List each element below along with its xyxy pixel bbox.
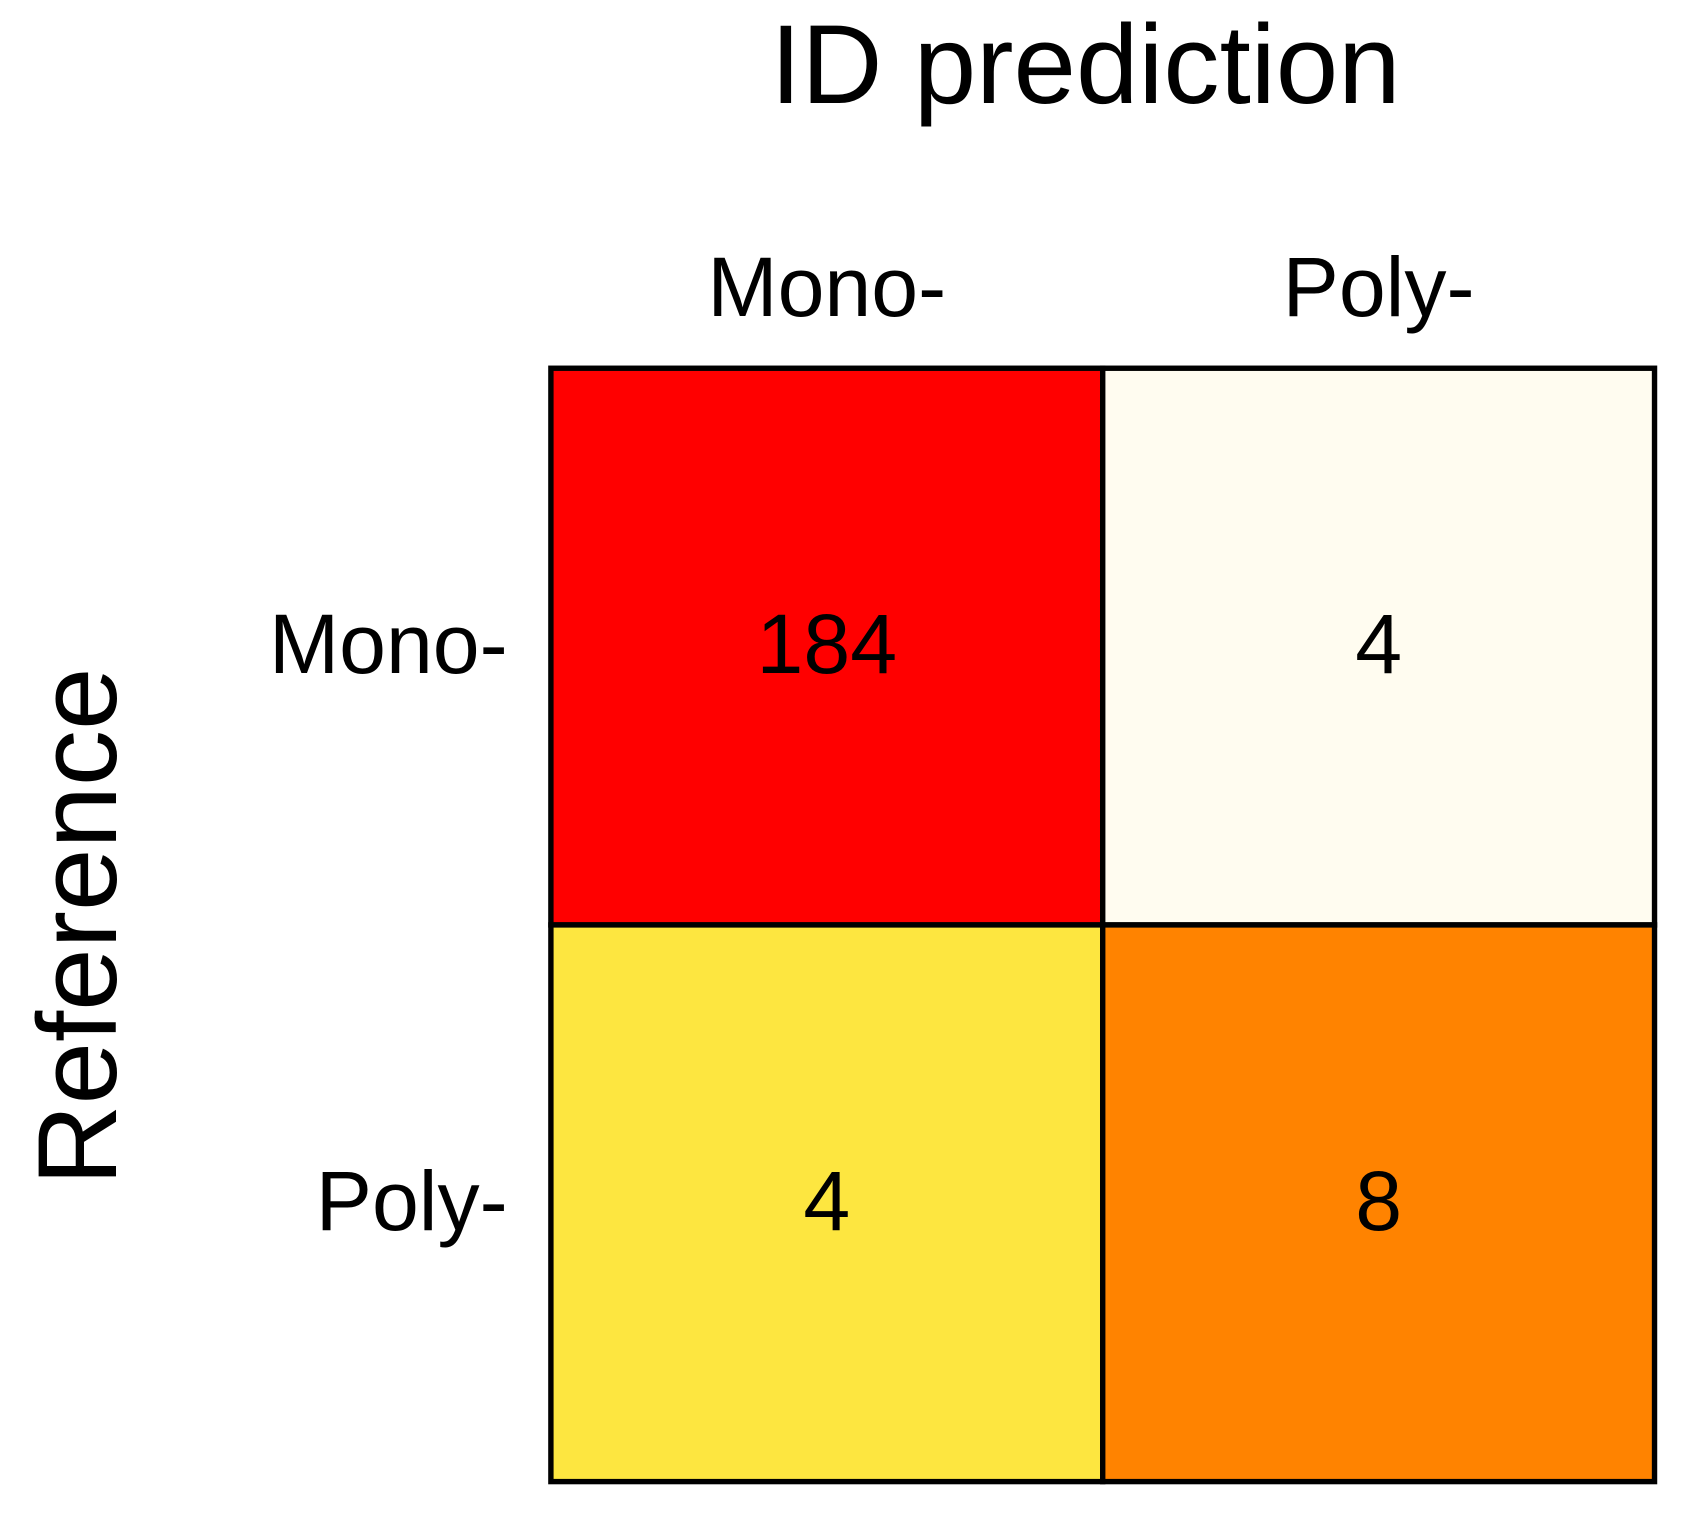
y-tick-label: Poly-: [316, 1154, 508, 1248]
chart-title: ID prediction: [770, 1, 1400, 127]
heatmap-cell: [548, 922, 1106, 1485]
y-tick-label: Mono-: [269, 597, 508, 691]
x-tick-label: Poly-: [1283, 240, 1475, 334]
heatmap-cell: [1100, 922, 1658, 1485]
heatmap-cell: [1100, 365, 1658, 928]
cell-value-label: 4: [803, 1154, 850, 1248]
x-tick-label: Mono-: [707, 240, 946, 334]
cell-value-label: 4: [1355, 597, 1402, 691]
heatmap-grid: 184 4 4 8: [548, 365, 1658, 1485]
heatmap-cell: [548, 365, 1106, 928]
cell-value-label: 8: [1355, 1154, 1402, 1248]
cell-value-label: 184: [757, 597, 898, 691]
y-axis-label: Reference: [14, 667, 140, 1185]
